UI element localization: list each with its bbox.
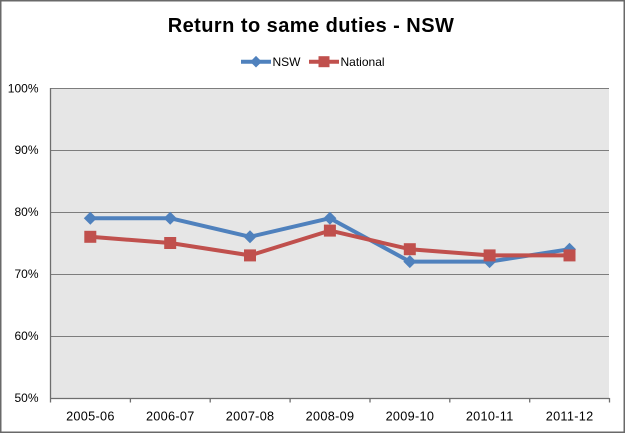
svg-text:2008-09: 2008-09: [306, 410, 355, 424]
svg-text:90%: 90%: [14, 143, 38, 157]
svg-text:2007-08: 2007-08: [226, 410, 275, 424]
svg-text:Return to same duties - NSW: Return to same duties - NSW: [168, 15, 455, 37]
svg-text:National: National: [341, 55, 385, 69]
svg-text:50%: 50%: [14, 391, 38, 405]
svg-text:NSW: NSW: [273, 55, 302, 69]
svg-text:100%: 100%: [8, 82, 39, 96]
svg-text:2010-11: 2010-11: [466, 410, 514, 424]
svg-text:2005-06: 2005-06: [66, 410, 115, 424]
svg-text:2011-12: 2011-12: [546, 410, 594, 424]
svg-text:2006-07: 2006-07: [146, 410, 195, 424]
svg-text:80%: 80%: [14, 205, 38, 219]
svg-text:2009-10: 2009-10: [386, 410, 435, 424]
svg-text:60%: 60%: [14, 329, 38, 343]
svg-text:70%: 70%: [14, 267, 38, 281]
